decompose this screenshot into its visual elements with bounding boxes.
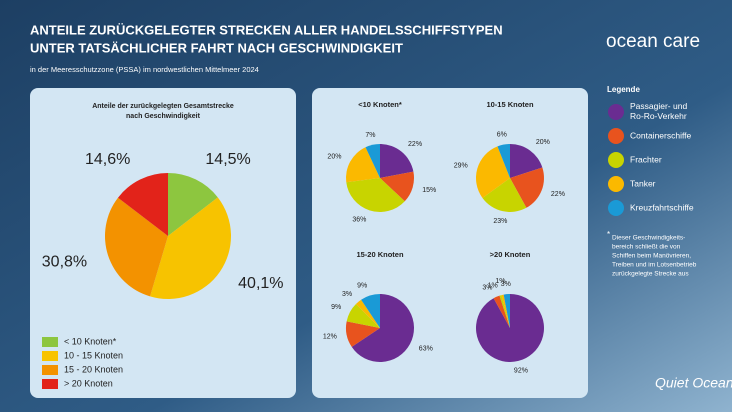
data-label: 14,6% (85, 151, 130, 168)
footnote: zurückgelegte Strecke aus (612, 271, 689, 278)
legend-swatch (42, 351, 58, 361)
footnote: Schiffen beim Manövrieren, (612, 253, 691, 260)
pie-slice (346, 178, 405, 213)
legend-label: Passagier- und Ro-Ro-Verkehr (630, 101, 687, 121)
pie-slice (346, 303, 380, 328)
data-label: 63% (419, 346, 433, 353)
pie-slice (105, 197, 168, 297)
pie-slice (168, 173, 218, 236)
legend-swatch (42, 379, 58, 389)
legend-swatch (608, 200, 624, 216)
pie-slice (361, 294, 380, 328)
data-label: 15% (422, 187, 436, 194)
legend-label: Frachter (630, 154, 662, 164)
data-label: 29% (454, 163, 468, 170)
footnote: Dieser Geschwindigkeits- (612, 235, 685, 242)
pie-slice (501, 294, 510, 328)
data-label: 40,1% (238, 275, 283, 292)
pie-slice (380, 171, 414, 202)
legend-swatch (42, 337, 58, 347)
pie-slice (365, 144, 380, 178)
pie-slice (117, 173, 168, 236)
footnote: Treiben und im Lotsenbetrieb (612, 262, 697, 269)
legend-label: > 20 Knoten (64, 378, 113, 388)
pie-slice (475, 146, 510, 198)
legend-swatch (608, 104, 624, 120)
data-label: 3% (342, 291, 352, 298)
data-label: 9% (331, 304, 341, 311)
logo: ocean care (606, 31, 700, 52)
chart-title: Anteile der zurückgelegten Gesamtstrecke… (92, 103, 234, 120)
data-label: 92% (514, 367, 528, 374)
panel-title: 10-15 Knoten (486, 100, 534, 109)
panel-title: <10 Knoten* (358, 100, 402, 109)
data-label: 3% (501, 281, 511, 288)
footnote-mark: * (607, 230, 610, 239)
legend-label: < 10 Knoten* (64, 336, 117, 346)
legend-swatch (608, 128, 624, 144)
panel-title: >20 Knoten (490, 250, 531, 259)
pie-slice (346, 147, 380, 183)
data-label: 22% (408, 141, 422, 148)
data-label: 20% (536, 139, 550, 146)
data-label: 6% (497, 132, 507, 139)
data-label: 30,8% (42, 253, 87, 270)
data-label: 14,5% (205, 151, 250, 168)
footer-logo: Quiet Oceans (655, 375, 732, 391)
legend-label: Kreuzfahrtschiffe (630, 202, 694, 212)
legend-title: Legende (607, 85, 640, 94)
pie-slice (351, 294, 415, 362)
pie-slice (355, 299, 380, 328)
data-label: 12% (323, 333, 337, 340)
data-label: 1% (488, 283, 498, 290)
legend-swatch (42, 365, 58, 375)
data-label: 1% (495, 278, 505, 285)
data-label: 7% (365, 132, 375, 139)
legend-label: Tanker (630, 178, 656, 188)
pie-slice (476, 294, 545, 362)
panel (312, 88, 588, 398)
pie-slice (380, 144, 414, 178)
subtitle: in der Meeresschutzzone (PSSA) im nordwe… (30, 65, 259, 74)
legend-label: 15 - 20 Knoten (64, 364, 123, 374)
data-label: 20% (327, 154, 341, 161)
legend-label: Containerschiffe (630, 130, 692, 140)
pie-slice (510, 167, 545, 208)
title-line: UNTER TATSÄCHLICHER FAHRT NACH GESCHWIND… (30, 40, 403, 55)
pie-slice (503, 294, 510, 328)
legend-swatch (608, 152, 624, 168)
pie-slice (499, 295, 510, 328)
data-label: 3% (482, 284, 492, 291)
legend-label: 10 - 15 Knoten (64, 350, 123, 360)
legend-swatch (608, 176, 624, 192)
title-line: ANTEILE ZURÜCKGELEGTER STRECKEN ALLER HA… (30, 22, 503, 37)
data-label: 22% (551, 191, 565, 198)
footnote: bereich schließt die von (612, 244, 681, 251)
pie-slice (510, 144, 543, 178)
pie-slice (150, 197, 232, 299)
pie-slice (497, 144, 510, 178)
data-label: 36% (352, 217, 366, 224)
data-label: 9% (357, 283, 367, 290)
pie-slice (346, 321, 380, 347)
pie-slice (493, 295, 510, 328)
pie-slice (482, 178, 527, 213)
panel-title: 15-20 Knoten (356, 250, 404, 259)
data-label: 23% (493, 218, 507, 225)
